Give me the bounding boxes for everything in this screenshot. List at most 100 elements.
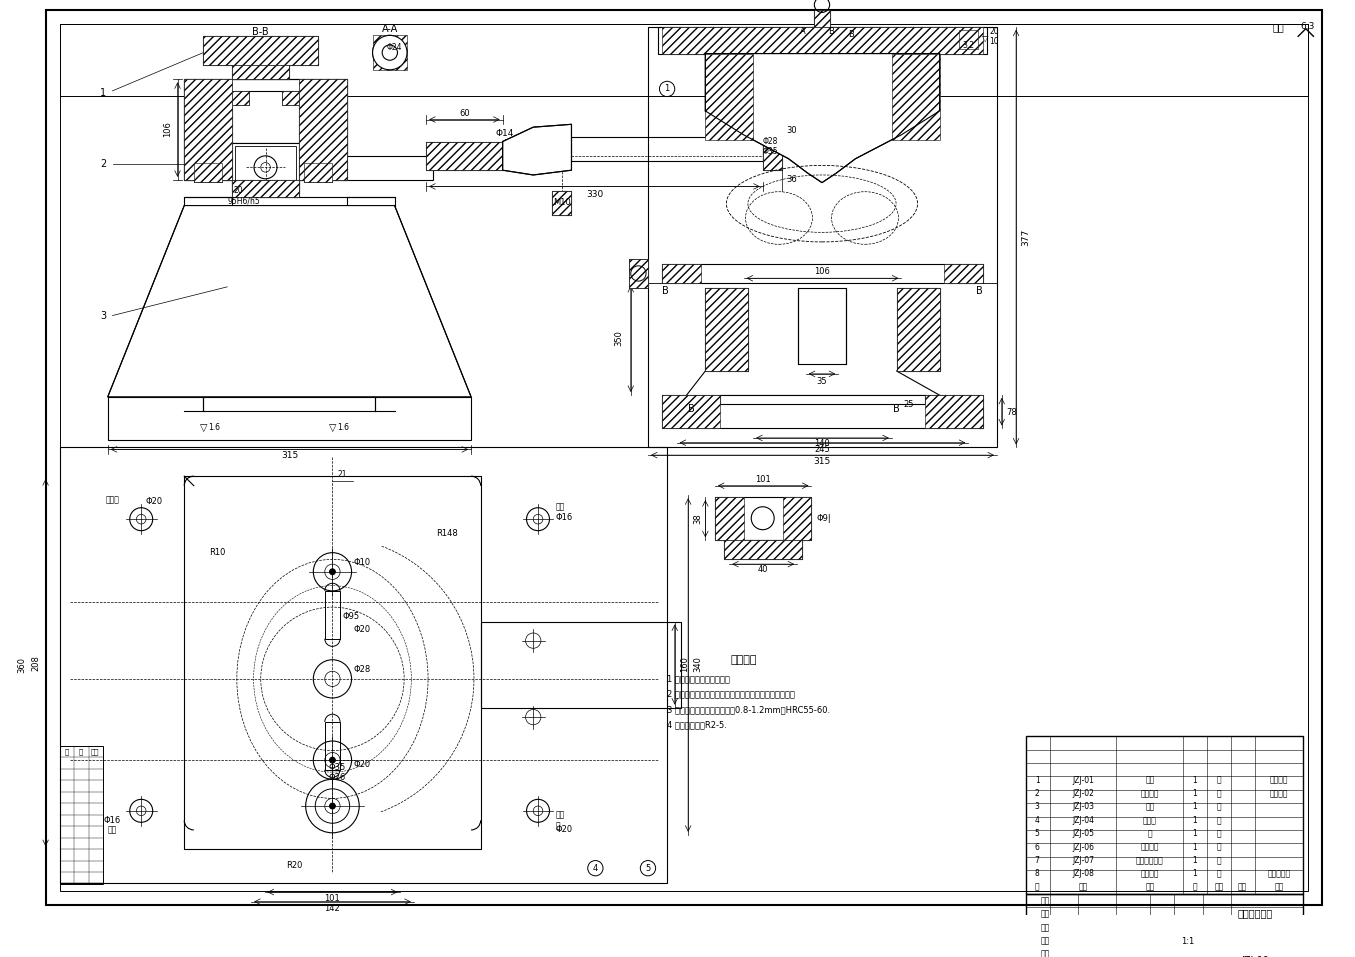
Bar (897, 288, 939, 371)
Text: Φ35: Φ35 (329, 764, 346, 772)
Text: 4 未注明圆角为R2-5.: 4 未注明圆角为R2-5. (667, 721, 728, 729)
Text: 设计: 设计 (1041, 896, 1049, 905)
Bar (232, 91, 249, 105)
Bar (325, 590, 340, 638)
Bar (481, 621, 682, 707)
Bar (325, 722, 340, 769)
Text: 106: 106 (814, 267, 829, 276)
Bar (814, 10, 829, 27)
Text: 1 夹具体要进行时效处理。: 1 夹具体要进行时效处理。 (667, 675, 730, 683)
Text: 7: 7 (1035, 857, 1039, 865)
Text: 40: 40 (757, 566, 768, 574)
Text: 20: 20 (234, 186, 244, 195)
Text: 377: 377 (1022, 229, 1030, 246)
Bar (232, 180, 299, 197)
Text: 208: 208 (31, 655, 41, 671)
Text: 1: 1 (664, 84, 669, 94)
Text: 说明: 说明 (91, 748, 99, 755)
Bar (553, 191, 572, 215)
Text: 铁: 铁 (1217, 830, 1221, 838)
Bar (203, 36, 318, 65)
Text: Φ26: Φ26 (329, 773, 346, 782)
Text: 315: 315 (813, 457, 831, 466)
Bar (706, 288, 748, 371)
Text: 铁: 铁 (1217, 816, 1221, 825)
Text: JZJ-06: JZJ-06 (1072, 843, 1093, 852)
Text: Φ20: Φ20 (354, 625, 371, 634)
Text: 校对: 校对 (1041, 909, 1049, 919)
Text: 2 铸件不允许有裂纹、气孔、砂眼、缩松、夹渣等缺陷。: 2 铸件不允许有裂纹、气孔、砂眼、缩松、夹渣等缺陷。 (667, 690, 795, 699)
Text: ▽: ▽ (199, 423, 207, 434)
Text: 技术要求: 技术要求 (730, 655, 757, 665)
Bar (959, 30, 978, 49)
Text: 大连螺母: 大连螺母 (1141, 790, 1160, 798)
Text: 铁: 铁 (1217, 790, 1221, 798)
Text: 142: 142 (325, 903, 340, 913)
Text: 25: 25 (904, 400, 915, 409)
Text: 1: 1 (1035, 776, 1039, 785)
Bar (814, 10, 829, 27)
Text: 1: 1 (1192, 790, 1198, 798)
Text: 1: 1 (1192, 776, 1198, 785)
Text: 38: 38 (694, 513, 702, 523)
Text: 单重: 单重 (1238, 882, 1248, 892)
Text: 5: 5 (645, 863, 650, 873)
Bar (715, 498, 744, 541)
Bar (1026, 894, 1304, 957)
Text: 审核: 审核 (1041, 923, 1049, 932)
Bar (60, 24, 1308, 96)
Text: 36: 36 (787, 175, 797, 185)
Text: 铁: 铁 (1217, 843, 1221, 852)
Text: JZJ-08: JZJ-08 (1072, 869, 1093, 879)
Bar (925, 395, 982, 429)
Text: 78: 78 (1005, 408, 1016, 416)
Text: JZJ-07: JZJ-07 (1072, 857, 1093, 865)
Text: 106: 106 (164, 122, 172, 137)
Bar (663, 27, 982, 54)
Bar (184, 79, 347, 156)
Bar (427, 142, 503, 170)
Text: 5: 5 (1035, 830, 1039, 838)
Bar (553, 191, 572, 215)
Bar (892, 54, 939, 140)
Bar (184, 197, 394, 207)
Text: B: B (893, 404, 900, 414)
Bar (232, 91, 299, 144)
Text: JZJ-05: JZJ-05 (1072, 830, 1093, 838)
Text: 4: 4 (592, 863, 598, 873)
Text: 330: 330 (585, 189, 603, 199)
Text: 60: 60 (459, 109, 470, 119)
Bar (897, 288, 939, 371)
Text: 8: 8 (1035, 869, 1039, 879)
Text: 1: 1 (1192, 803, 1198, 812)
Text: 140: 140 (814, 439, 829, 448)
Text: ▽: ▽ (982, 33, 989, 43)
Bar (108, 397, 472, 440)
Text: 95H6/h5: 95H6/h5 (228, 196, 260, 206)
Text: 1: 1 (1192, 830, 1198, 838)
Bar (232, 65, 290, 79)
Text: JZJ-04: JZJ-04 (1072, 816, 1093, 825)
Text: R20: R20 (286, 860, 302, 870)
Bar (663, 395, 982, 429)
Text: 开口垫片: 开口垫片 (1141, 869, 1160, 879)
Text: B: B (829, 27, 835, 36)
Text: JZJ-00: JZJ-00 (1241, 956, 1270, 957)
Text: 销轴: 销轴 (1145, 776, 1154, 785)
Text: Φ10: Φ10 (354, 558, 371, 567)
Bar (783, 498, 812, 541)
Text: JZJ-01: JZJ-01 (1072, 776, 1093, 785)
Text: 101: 101 (755, 476, 771, 484)
Text: Φ20: Φ20 (146, 498, 163, 506)
Text: 代号: 代号 (1079, 882, 1088, 892)
Text: 360: 360 (18, 657, 26, 673)
Text: 1: 1 (100, 88, 106, 98)
Polygon shape (503, 124, 572, 175)
Text: A: A (799, 27, 806, 36)
Bar (715, 498, 812, 541)
Circle shape (329, 757, 335, 763)
Bar (763, 142, 782, 170)
Text: 160: 160 (680, 657, 688, 673)
Bar (232, 65, 290, 79)
Bar (663, 264, 701, 283)
